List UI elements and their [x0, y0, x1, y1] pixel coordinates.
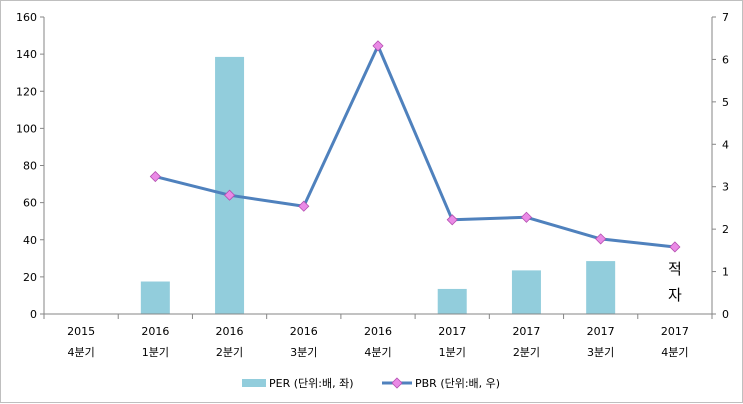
pbr-line	[154, 44, 676, 249]
pbr-marker	[298, 200, 310, 212]
annotation-line-1: 적	[668, 260, 682, 278]
right-tick-label: 5	[722, 96, 729, 109]
per-bar	[140, 281, 170, 314]
x-tick-label-year: 2016	[364, 325, 392, 338]
x-tick-label-quarter: 1분기	[142, 346, 169, 359]
x-tick-label-year: 2017	[512, 325, 540, 338]
right-tick-label: 0	[722, 308, 729, 321]
pbr-marker	[149, 170, 161, 183]
x-tick-label-quarter: 2분기	[216, 346, 243, 359]
legend: PER (단위:배, 좌) PBR (단위:배, 우)	[242, 377, 500, 390]
pbr-marker	[520, 211, 533, 223]
left-tick-label: 140	[16, 48, 37, 61]
pbr-marker	[446, 214, 458, 226]
left-tick-label: 60	[23, 197, 37, 210]
annotation: 적 자	[668, 260, 682, 304]
x-tick-label-quarter: 2분기	[513, 346, 540, 359]
per-bar	[215, 56, 245, 315]
legend-pbr-label: PBR (단위:배, 우)	[415, 377, 500, 390]
tick-labels: 0 20 40 60 80 100 120 140 160 0 1 2 3 4 5 6 7 2015 4분기 2016…	[16, 11, 729, 359]
annotation-line-2: 자	[668, 286, 682, 304]
x-tick-label-quarter: 4분기	[67, 346, 94, 359]
per-bars	[140, 56, 616, 315]
axes	[40, 16, 716, 319]
per-bar	[437, 288, 467, 314]
pbr-line-layer	[154, 44, 676, 249]
pbr-marker	[595, 233, 607, 245]
pbr-marker	[669, 241, 681, 253]
x-tick-label-year: 2017	[661, 325, 689, 338]
right-tick-label: 7	[722, 11, 729, 24]
legend-per-label: PER (단위:배, 좌)	[269, 377, 354, 390]
x-tick-label-quarter: 3분기	[587, 346, 614, 359]
per-bar	[511, 270, 541, 314]
x-tick-label-quarter: 4분기	[661, 346, 688, 359]
x-tick-label-year: 2017	[438, 325, 466, 338]
left-tick-label: 160	[16, 11, 37, 24]
pbr-marker	[372, 40, 384, 52]
x-tick-label-year: 2017	[587, 325, 615, 338]
left-tick-label: 40	[23, 234, 37, 247]
right-tick-label: 1	[722, 266, 729, 279]
legend-per-swatch	[242, 379, 266, 387]
x-tick-label-year: 2016	[141, 325, 169, 338]
pbr-markers	[149, 40, 681, 253]
left-tick-label: 80	[23, 160, 37, 173]
left-tick-label: 20	[23, 271, 37, 284]
pbr-marker	[223, 189, 236, 201]
right-tick-label: 6	[722, 53, 729, 66]
x-tick-label-quarter: 3분기	[290, 346, 317, 359]
right-tick-label: 4	[722, 138, 729, 151]
x-tick-label-quarter: 4분기	[364, 346, 391, 359]
right-tick-label: 2	[722, 223, 729, 236]
x-tick-label-year: 2015	[67, 325, 95, 338]
left-tick-label: 0	[30, 308, 37, 321]
x-tick-label-year: 2016	[216, 325, 244, 338]
left-tick-label: 120	[16, 85, 37, 98]
per-bar	[586, 261, 616, 314]
left-tick-label: 100	[16, 122, 37, 135]
x-tick-label-year: 2016	[290, 325, 318, 338]
x-tick-label-quarter: 1분기	[439, 346, 466, 359]
legend-pbr-marker	[391, 377, 403, 389]
right-tick-label: 3	[722, 181, 729, 194]
